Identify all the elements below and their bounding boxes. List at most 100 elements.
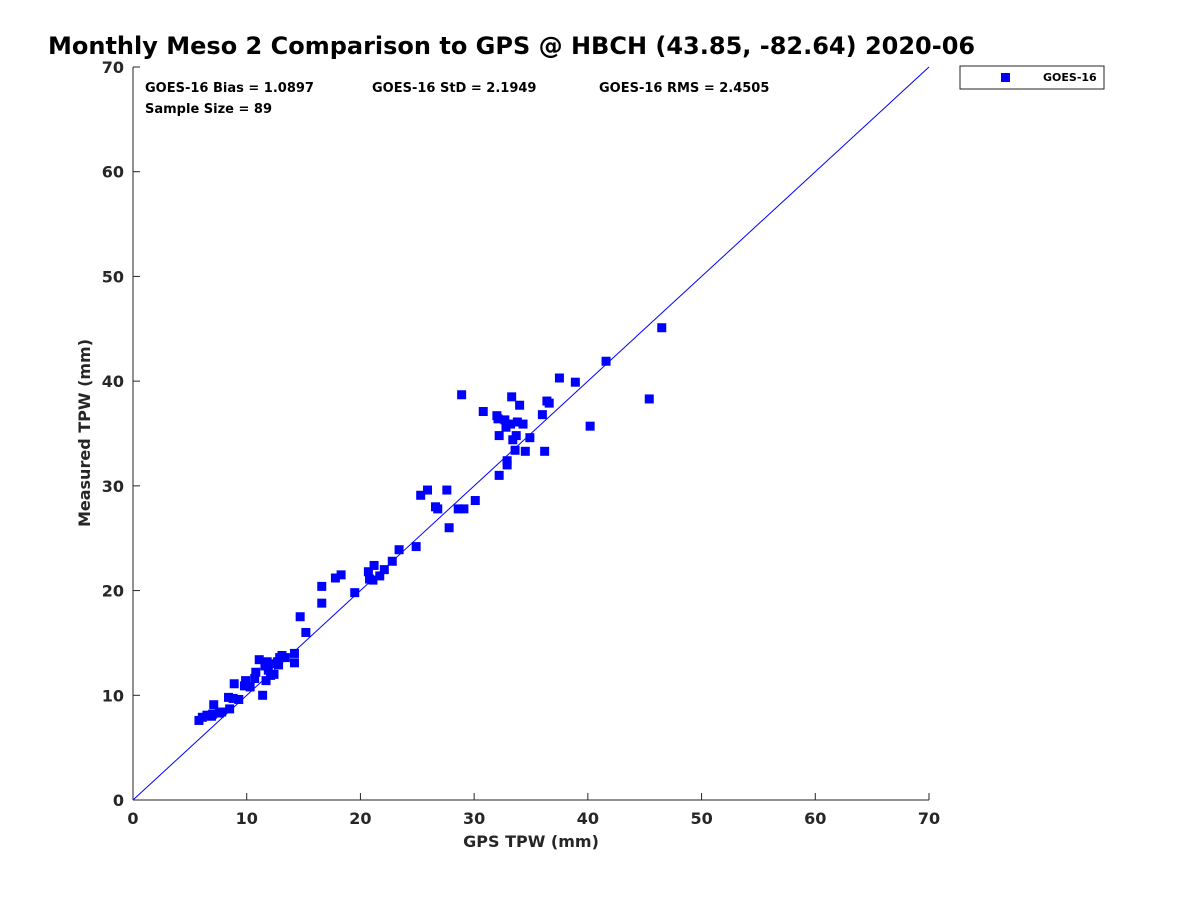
x-tick-label: 0	[127, 809, 138, 828]
data-point	[387, 556, 397, 566]
data-point	[258, 690, 268, 700]
data-point	[369, 560, 379, 570]
data-point	[570, 377, 580, 387]
data-point	[224, 692, 234, 702]
bias-annotation: GOES-16 Bias = 1.0897	[145, 81, 314, 96]
data-point	[554, 373, 564, 383]
data-point	[289, 648, 299, 658]
y-tick-label: 70	[102, 58, 124, 77]
data-point	[241, 676, 251, 686]
y-axis-label: Measured TPW (mm)	[75, 339, 94, 527]
data-point	[274, 660, 284, 670]
data-point	[494, 470, 504, 480]
y-tick-label: 30	[102, 477, 124, 496]
data-point	[317, 598, 327, 608]
x-tick-label: 10	[236, 809, 258, 828]
data-points	[194, 323, 667, 725]
x-tick-label: 50	[690, 809, 712, 828]
data-point	[251, 667, 261, 677]
data-point	[433, 504, 443, 514]
std-annotation: GOES-16 StD = 2.1949	[372, 81, 536, 96]
data-point	[459, 504, 469, 514]
data-point	[217, 707, 227, 717]
data-point	[239, 681, 249, 691]
data-point	[202, 710, 212, 720]
data-point	[501, 422, 511, 432]
y-tick-label: 60	[102, 163, 124, 182]
data-point	[375, 571, 385, 581]
data-point	[515, 400, 525, 410]
data-point	[245, 682, 255, 692]
x-tick-label: 40	[577, 809, 599, 828]
data-point	[197, 712, 207, 722]
data-point	[512, 417, 522, 427]
data-point	[209, 700, 219, 710]
x-tick-label: 70	[918, 809, 940, 828]
data-point	[478, 407, 488, 417]
data-point	[263, 665, 273, 675]
data-point	[544, 398, 554, 408]
data-point	[289, 658, 299, 668]
x-tick-label: 30	[463, 809, 485, 828]
data-point	[379, 565, 389, 575]
data-point	[269, 669, 279, 679]
data-point	[453, 504, 463, 514]
data-point	[261, 676, 271, 686]
data-point	[250, 674, 260, 684]
data-point	[234, 694, 244, 704]
data-point	[254, 655, 264, 665]
y-tick-label: 20	[102, 582, 124, 601]
data-point	[330, 573, 340, 583]
data-point	[502, 460, 512, 470]
data-point	[644, 394, 654, 404]
data-point	[363, 567, 373, 577]
x-tick-label: 60	[804, 809, 826, 828]
data-point	[657, 323, 667, 333]
data-point	[520, 446, 530, 456]
data-point	[368, 575, 378, 585]
data-point	[493, 414, 503, 424]
y-ticks: 0 10 20 30 40 50 60 70	[102, 58, 140, 810]
data-point	[585, 421, 595, 431]
sample-size-annotation: Sample Size = 89	[145, 102, 272, 117]
data-point	[295, 612, 305, 622]
data-point	[416, 490, 426, 500]
data-point	[229, 679, 239, 689]
y-tick-label: 10	[102, 686, 124, 705]
data-point	[444, 523, 454, 533]
data-point	[506, 419, 516, 429]
data-point	[525, 433, 535, 443]
data-point	[317, 581, 327, 591]
data-point	[208, 709, 218, 719]
data-point	[225, 704, 235, 714]
x-axis-label: GPS TPW (mm)	[463, 832, 599, 851]
data-point	[537, 410, 547, 420]
data-point	[228, 693, 238, 703]
legend-marker	[1001, 73, 1010, 82]
data-point	[510, 445, 520, 455]
data-point	[301, 627, 311, 637]
data-point	[442, 485, 452, 495]
data-point	[280, 653, 290, 663]
data-point	[601, 356, 611, 366]
data-point	[511, 431, 521, 441]
data-point	[336, 570, 346, 580]
data-point	[423, 485, 433, 495]
legend-box	[959, 65, 1105, 90]
data-point	[518, 419, 528, 429]
y-tick-label: 40	[102, 372, 124, 391]
legend: GOES-16	[959, 65, 1105, 90]
data-point	[470, 496, 480, 506]
y-tick-label: 0	[113, 791, 124, 810]
data-point	[411, 542, 421, 552]
data-point	[494, 431, 504, 441]
data-point	[540, 446, 550, 456]
data-point	[350, 588, 360, 598]
data-point	[394, 545, 404, 555]
data-point	[262, 657, 272, 667]
chart-title: Monthly Meso 2 Comparison to GPS @ HBCH …	[48, 32, 975, 60]
data-point	[500, 415, 510, 425]
data-point	[267, 659, 277, 669]
data-point	[457, 390, 467, 400]
